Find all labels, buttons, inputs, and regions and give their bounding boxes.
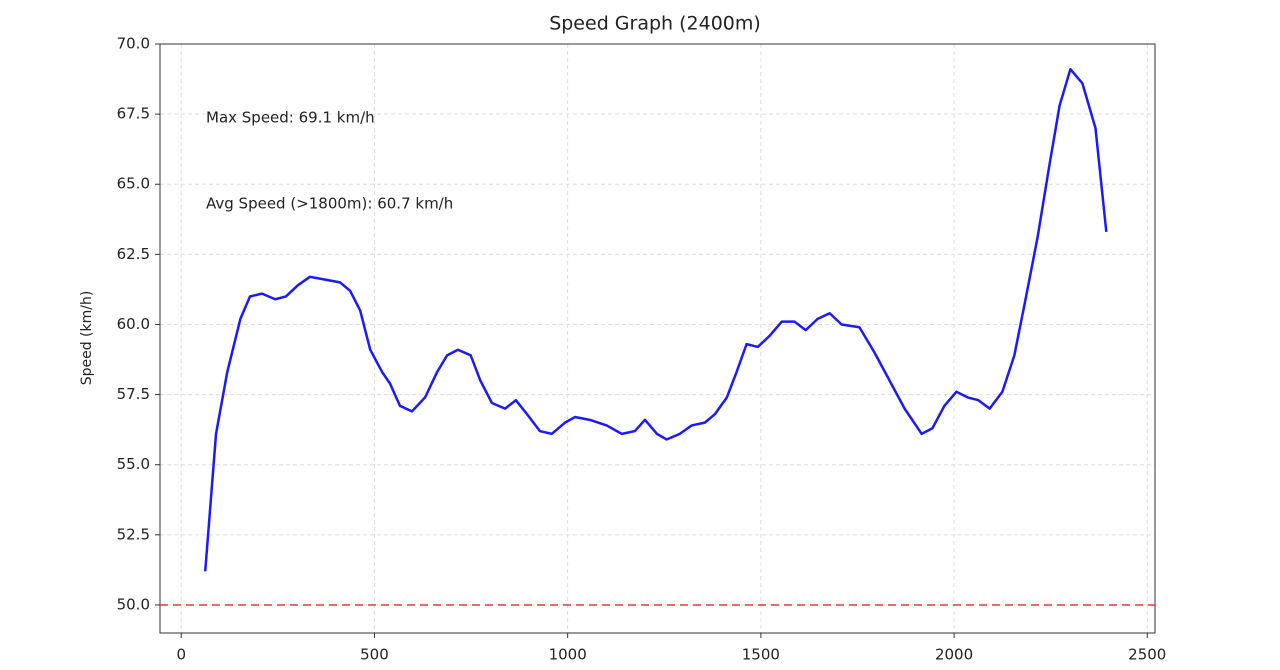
y-tick-label: 65.0 — [117, 175, 150, 193]
x-tick-label: 2500 — [1128, 646, 1166, 664]
y-tick-label: 57.5 — [117, 385, 150, 403]
y-tick-label: 50.0 — [117, 595, 150, 613]
y-tick-label: 67.5 — [117, 105, 150, 123]
y-tick-label: 52.5 — [117, 525, 150, 543]
x-tick-label: 1000 — [549, 646, 587, 664]
y-tick-label: 70.0 — [117, 35, 150, 53]
plot-frame — [159, 43, 1156, 634]
chart-title: Speed Graph (2400m) — [549, 13, 761, 35]
x-tick-label: 1500 — [742, 646, 780, 664]
y-tick-label: 60.0 — [117, 315, 150, 333]
y-axis-label: Speed (km/h) — [79, 291, 95, 386]
x-tick-label: 500 — [360, 646, 389, 664]
annotation: Max Speed: 69.1 km/h — [206, 109, 375, 127]
annotation: Avg Speed (>1800m): 60.7 km/h — [206, 195, 453, 213]
y-tick-label: 62.5 — [117, 245, 150, 263]
x-tick-label: 0 — [176, 646, 186, 664]
speed-line — [203, 67, 1108, 572]
y-tick-label: 55.0 — [117, 455, 150, 473]
x-tick-label: 2000 — [935, 646, 973, 664]
